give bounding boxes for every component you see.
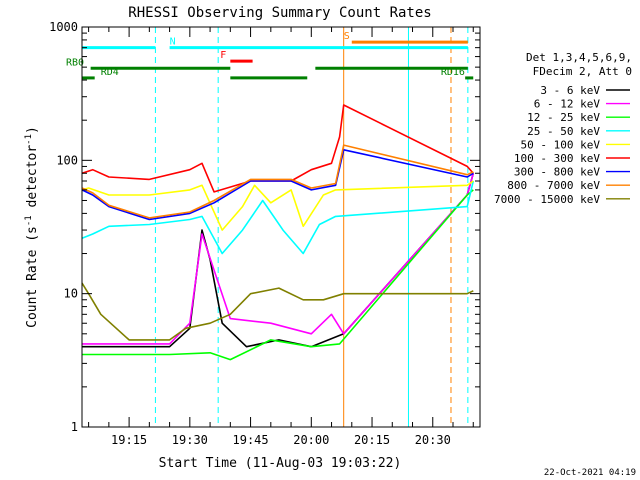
- chart-title: RHESSI Observing Summary Count Rates: [128, 5, 431, 21]
- legend-label-2: 12 - 25 keV: [527, 111, 600, 124]
- legend-label-3: 25 - 50 keV: [527, 125, 600, 138]
- generated-date: 22-Oct-2021 04:19: [544, 468, 636, 478]
- flag-label-2: S: [344, 31, 350, 42]
- x-axis-label: Start Time (11-Aug-03 19:03:22): [159, 456, 402, 471]
- x-tick-label-5: 20:30: [415, 433, 451, 447]
- legend-header-1: FDecim 2, Att 0: [533, 65, 632, 78]
- y-tick-label-1: 10: [64, 287, 78, 301]
- series-line-6: [81, 149, 474, 221]
- y-axis-label-mid: detector: [25, 145, 40, 216]
- legend-label-6: 300 - 800 keV: [514, 166, 600, 179]
- series-line-1: [82, 173, 475, 345]
- x-tick-label-2: 19:45: [233, 433, 269, 447]
- y-axis-label-sup1: -1: [24, 215, 34, 226]
- x-tick-label-4: 20:15: [354, 433, 390, 447]
- series-line-3: [81, 180, 475, 255]
- flag-label-1: F: [220, 50, 226, 61]
- legend-label-4: 50 - 100 keV: [521, 138, 601, 151]
- x-tick-label-1: 19:30: [172, 433, 208, 447]
- x-tick-label-3: 20:00: [293, 433, 329, 447]
- flag-label-3: RB0: [66, 57, 84, 68]
- legend-label-5: 100 - 300 keV: [514, 152, 600, 165]
- flag-label-4: RD4: [101, 67, 119, 78]
- y-tick-label-0: 1: [71, 420, 78, 434]
- series-line-7: [81, 144, 474, 219]
- series-line-8: [81, 282, 474, 341]
- y-axis-label-sup2: -1: [24, 134, 34, 145]
- y-tick-label-3: 1000: [49, 20, 78, 34]
- legend-header-0: Det 1,3,4,5,6,9,: [526, 51, 632, 64]
- series-line-2: [82, 189, 474, 361]
- y-axis-label-main: Count Rate (s: [25, 226, 40, 328]
- y-tick-label-2: 100: [56, 153, 78, 167]
- legend-label-7: 800 - 7000 keV: [507, 179, 600, 192]
- y-axis-label: Count Rate (s-1 detector-1): [24, 126, 40, 328]
- y-axis-label-end: ): [25, 126, 40, 134]
- legend-label-1: 6 - 12 keV: [534, 98, 601, 111]
- legend-label-0: 3 - 6 keV: [540, 84, 600, 97]
- x-tick-label-0: 19:15: [111, 433, 147, 447]
- plot-frame: [81, 26, 481, 428]
- flag-label-5: RD16: [441, 67, 465, 78]
- flag-label-0: N: [170, 37, 176, 48]
- legend-label-8: 7000 - 15000 keV: [494, 193, 600, 206]
- series-line-4: [81, 180, 474, 231]
